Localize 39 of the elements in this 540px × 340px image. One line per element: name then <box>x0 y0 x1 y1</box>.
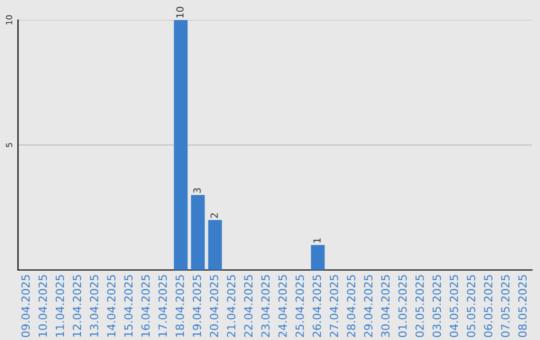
x-tick-label: 27.04.2025 <box>330 275 338 337</box>
x-tick-label: 05.05.2025 <box>466 275 476 338</box>
x-tick-label: 18.04.2025 <box>176 275 184 337</box>
x-tick-label: 08.05.2025 <box>518 275 527 338</box>
x-tick-label: 26.04.2025 <box>312 275 322 337</box>
x-tick-label: 12.04.2025 <box>72 275 82 337</box>
x-tick-label: 21.04.2025 <box>226 275 236 337</box>
x-tick-label: 03.05.2025 <box>432 275 441 338</box>
x-tick-label: 01.05.2025 <box>398 275 407 338</box>
x-tick-label: 30.04.2025 <box>381 275 390 337</box>
bar <box>208 220 222 270</box>
x-tick-label: 16.04.2025 <box>141 275 150 337</box>
data-label: 1 <box>313 238 321 243</box>
bar <box>191 195 205 270</box>
x-tick-label: 19.04.2025 <box>192 275 202 337</box>
bar <box>174 20 188 270</box>
x-tick-label: 22.04.2025 <box>244 275 253 337</box>
x-tick-label: 07.05.2025 <box>501 275 510 338</box>
x-tick-label: 28.04.2025 <box>346 275 356 337</box>
x-tick-label: 13.04.2025 <box>90 275 98 337</box>
x-tick-label: 24.04.2025 <box>278 275 287 337</box>
x-tick-label: 09.04.2025 <box>21 275 30 338</box>
x-tick-label: 15.04.2025 <box>124 275 133 337</box>
bar <box>310 245 325 270</box>
x-tick-label: 11.04.2025 <box>56 275 64 337</box>
x-tick-label: 04.05.2025 <box>450 275 458 338</box>
data-label: 3 <box>193 188 201 193</box>
x-tick-label: 25.04.2025 <box>296 275 304 337</box>
x-tick-label: 06.05.2025 <box>484 275 492 338</box>
data-label: 2 <box>210 213 218 218</box>
x-tick-label: 17.04.2025 <box>158 275 167 337</box>
x-tick-label: 02.05.2025 <box>415 275 424 338</box>
y-tick-label: 5 <box>6 143 12 148</box>
x-tick-label: 14.04.2025 <box>107 275 116 337</box>
x-tick-label: 10.04.2025 <box>38 275 47 337</box>
x-tick-label: 29.04.2025 <box>364 275 372 337</box>
data-label: 10 <box>176 6 184 18</box>
x-tick-label: 20.04.2025 <box>210 275 218 337</box>
x-tick-label: 23.04.2025 <box>261 275 270 337</box>
